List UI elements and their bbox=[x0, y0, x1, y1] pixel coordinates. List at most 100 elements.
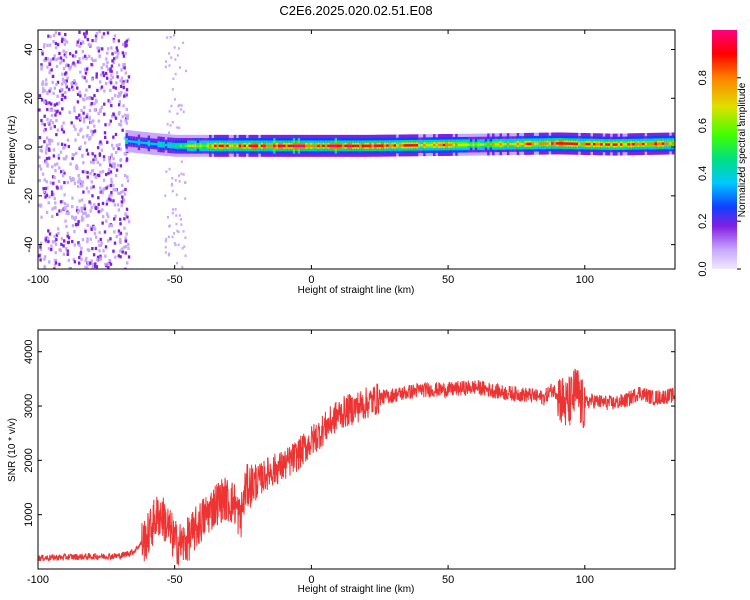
heatmap-cell bbox=[89, 225, 93, 229]
heatmap-cell bbox=[103, 89, 106, 93]
heatmap-cell bbox=[121, 195, 124, 199]
heatmap-cell bbox=[75, 43, 79, 47]
heatmap-cell bbox=[165, 237, 168, 241]
heatmap-cell bbox=[656, 142, 660, 145]
heatmap-cell bbox=[124, 44, 127, 48]
heatmap-cell bbox=[81, 75, 84, 79]
heatmap-cell bbox=[529, 142, 533, 146]
heatmap-cell bbox=[108, 258, 111, 263]
heatmap-cell bbox=[43, 178, 47, 182]
heatmap-cell bbox=[101, 221, 104, 225]
heatmap-cell bbox=[125, 117, 128, 121]
heatmap-cell bbox=[87, 190, 90, 194]
heatmap-cell bbox=[168, 131, 171, 135]
heatmap-cell bbox=[632, 143, 636, 146]
heatmap-cell bbox=[84, 259, 87, 263]
heatmap-cell bbox=[53, 267, 56, 269]
heatmap-cell bbox=[185, 69, 188, 73]
heatmap-cell bbox=[96, 88, 99, 93]
heatmap-cell bbox=[44, 127, 47, 132]
heatmap-cell bbox=[66, 231, 69, 235]
heatmap-cell bbox=[41, 81, 44, 86]
heatmap-cell bbox=[88, 108, 92, 113]
heatmap-cell bbox=[63, 42, 67, 46]
heatmap-cell bbox=[492, 143, 496, 146]
heatmap-cell bbox=[107, 261, 110, 265]
heatmap-cell bbox=[123, 173, 127, 178]
heatmap-cell bbox=[97, 210, 100, 214]
heatmap-cell bbox=[107, 171, 110, 175]
heatmap-cell bbox=[98, 80, 102, 84]
heatmap-cell bbox=[109, 262, 113, 266]
heatmap-cell bbox=[150, 142, 154, 145]
heatmap-cell bbox=[48, 43, 52, 47]
heatmap-cell bbox=[102, 62, 105, 67]
heatmap-cell bbox=[661, 142, 665, 145]
heatmap-cell bbox=[107, 215, 110, 219]
heatmap-cell bbox=[56, 128, 60, 132]
spectrogram-y-ticks: -40 -20 0 20 40 bbox=[23, 43, 675, 253]
heatmap-cell bbox=[519, 142, 523, 146]
heatmap-cell bbox=[94, 157, 98, 161]
heatmap-cell bbox=[110, 180, 113, 184]
heatmap-cell bbox=[46, 117, 49, 121]
heatmap-cell bbox=[82, 211, 85, 215]
heatmap-cell bbox=[112, 57, 116, 61]
heatmap-cell bbox=[119, 190, 123, 194]
heatmap-cell bbox=[41, 52, 44, 56]
heatmap-cell bbox=[178, 180, 181, 183]
heatmap-cell bbox=[135, 140, 139, 144]
heatmap-cell bbox=[173, 232, 176, 235]
heatmap-cell bbox=[644, 142, 648, 146]
heatmap-cell bbox=[99, 87, 103, 91]
heatmap-cell bbox=[105, 199, 109, 203]
heatmap-cell bbox=[80, 215, 84, 219]
heatmap-cell bbox=[125, 232, 128, 236]
heatmap-cell bbox=[253, 144, 257, 148]
heatmap-cell bbox=[178, 103, 181, 107]
heatmap-cell bbox=[45, 148, 48, 152]
heatmap-cell bbox=[171, 120, 174, 124]
heatmap-cell bbox=[109, 170, 113, 174]
heatmap-cell bbox=[501, 143, 505, 146]
heatmap-cell bbox=[96, 255, 100, 259]
heatmap-cell bbox=[302, 144, 306, 148]
heatmap-cell bbox=[354, 144, 358, 148]
heatmap-cell bbox=[46, 43, 49, 47]
heatmap-cell bbox=[100, 66, 103, 70]
heatmap-cell bbox=[41, 172, 45, 176]
heatmap-cell bbox=[77, 173, 80, 178]
heatmap-cell bbox=[273, 144, 277, 148]
heatmap-cell bbox=[624, 143, 628, 146]
heatmap-cell bbox=[386, 144, 390, 147]
heatmap-cell bbox=[64, 71, 68, 75]
heatmap-cell bbox=[126, 215, 129, 219]
heatmap-cell bbox=[95, 72, 98, 76]
heatmap-cell bbox=[63, 206, 66, 210]
heatmap-cell bbox=[46, 65, 49, 69]
heatmap-cell bbox=[98, 153, 102, 157]
heatmap-cell bbox=[62, 157, 66, 161]
heatmap-cell bbox=[106, 51, 109, 55]
heatmap-cell bbox=[86, 96, 89, 100]
heatmap-cell bbox=[226, 144, 230, 148]
heatmap-cell bbox=[93, 203, 96, 207]
heatmap-cell bbox=[94, 175, 98, 180]
heatmap-cell bbox=[113, 230, 116, 234]
heatmap-cell bbox=[111, 184, 115, 188]
heatmap-cell bbox=[334, 144, 338, 148]
heatmap-cell bbox=[50, 139, 54, 143]
heatmap-cell bbox=[55, 133, 58, 137]
heatmap-cell bbox=[93, 94, 96, 98]
heatmap-cell bbox=[79, 250, 83, 254]
heatmap-cell bbox=[469, 143, 473, 146]
heatmap-cell bbox=[113, 217, 116, 221]
heatmap-cell bbox=[68, 52, 72, 56]
heatmap-cell bbox=[48, 71, 51, 75]
heatmap-cell bbox=[112, 60, 115, 65]
heatmap-cell bbox=[180, 104, 183, 107]
heatmap-cell bbox=[79, 41, 83, 46]
heatmap-cell bbox=[79, 60, 82, 65]
heatmap-cell bbox=[75, 116, 78, 120]
